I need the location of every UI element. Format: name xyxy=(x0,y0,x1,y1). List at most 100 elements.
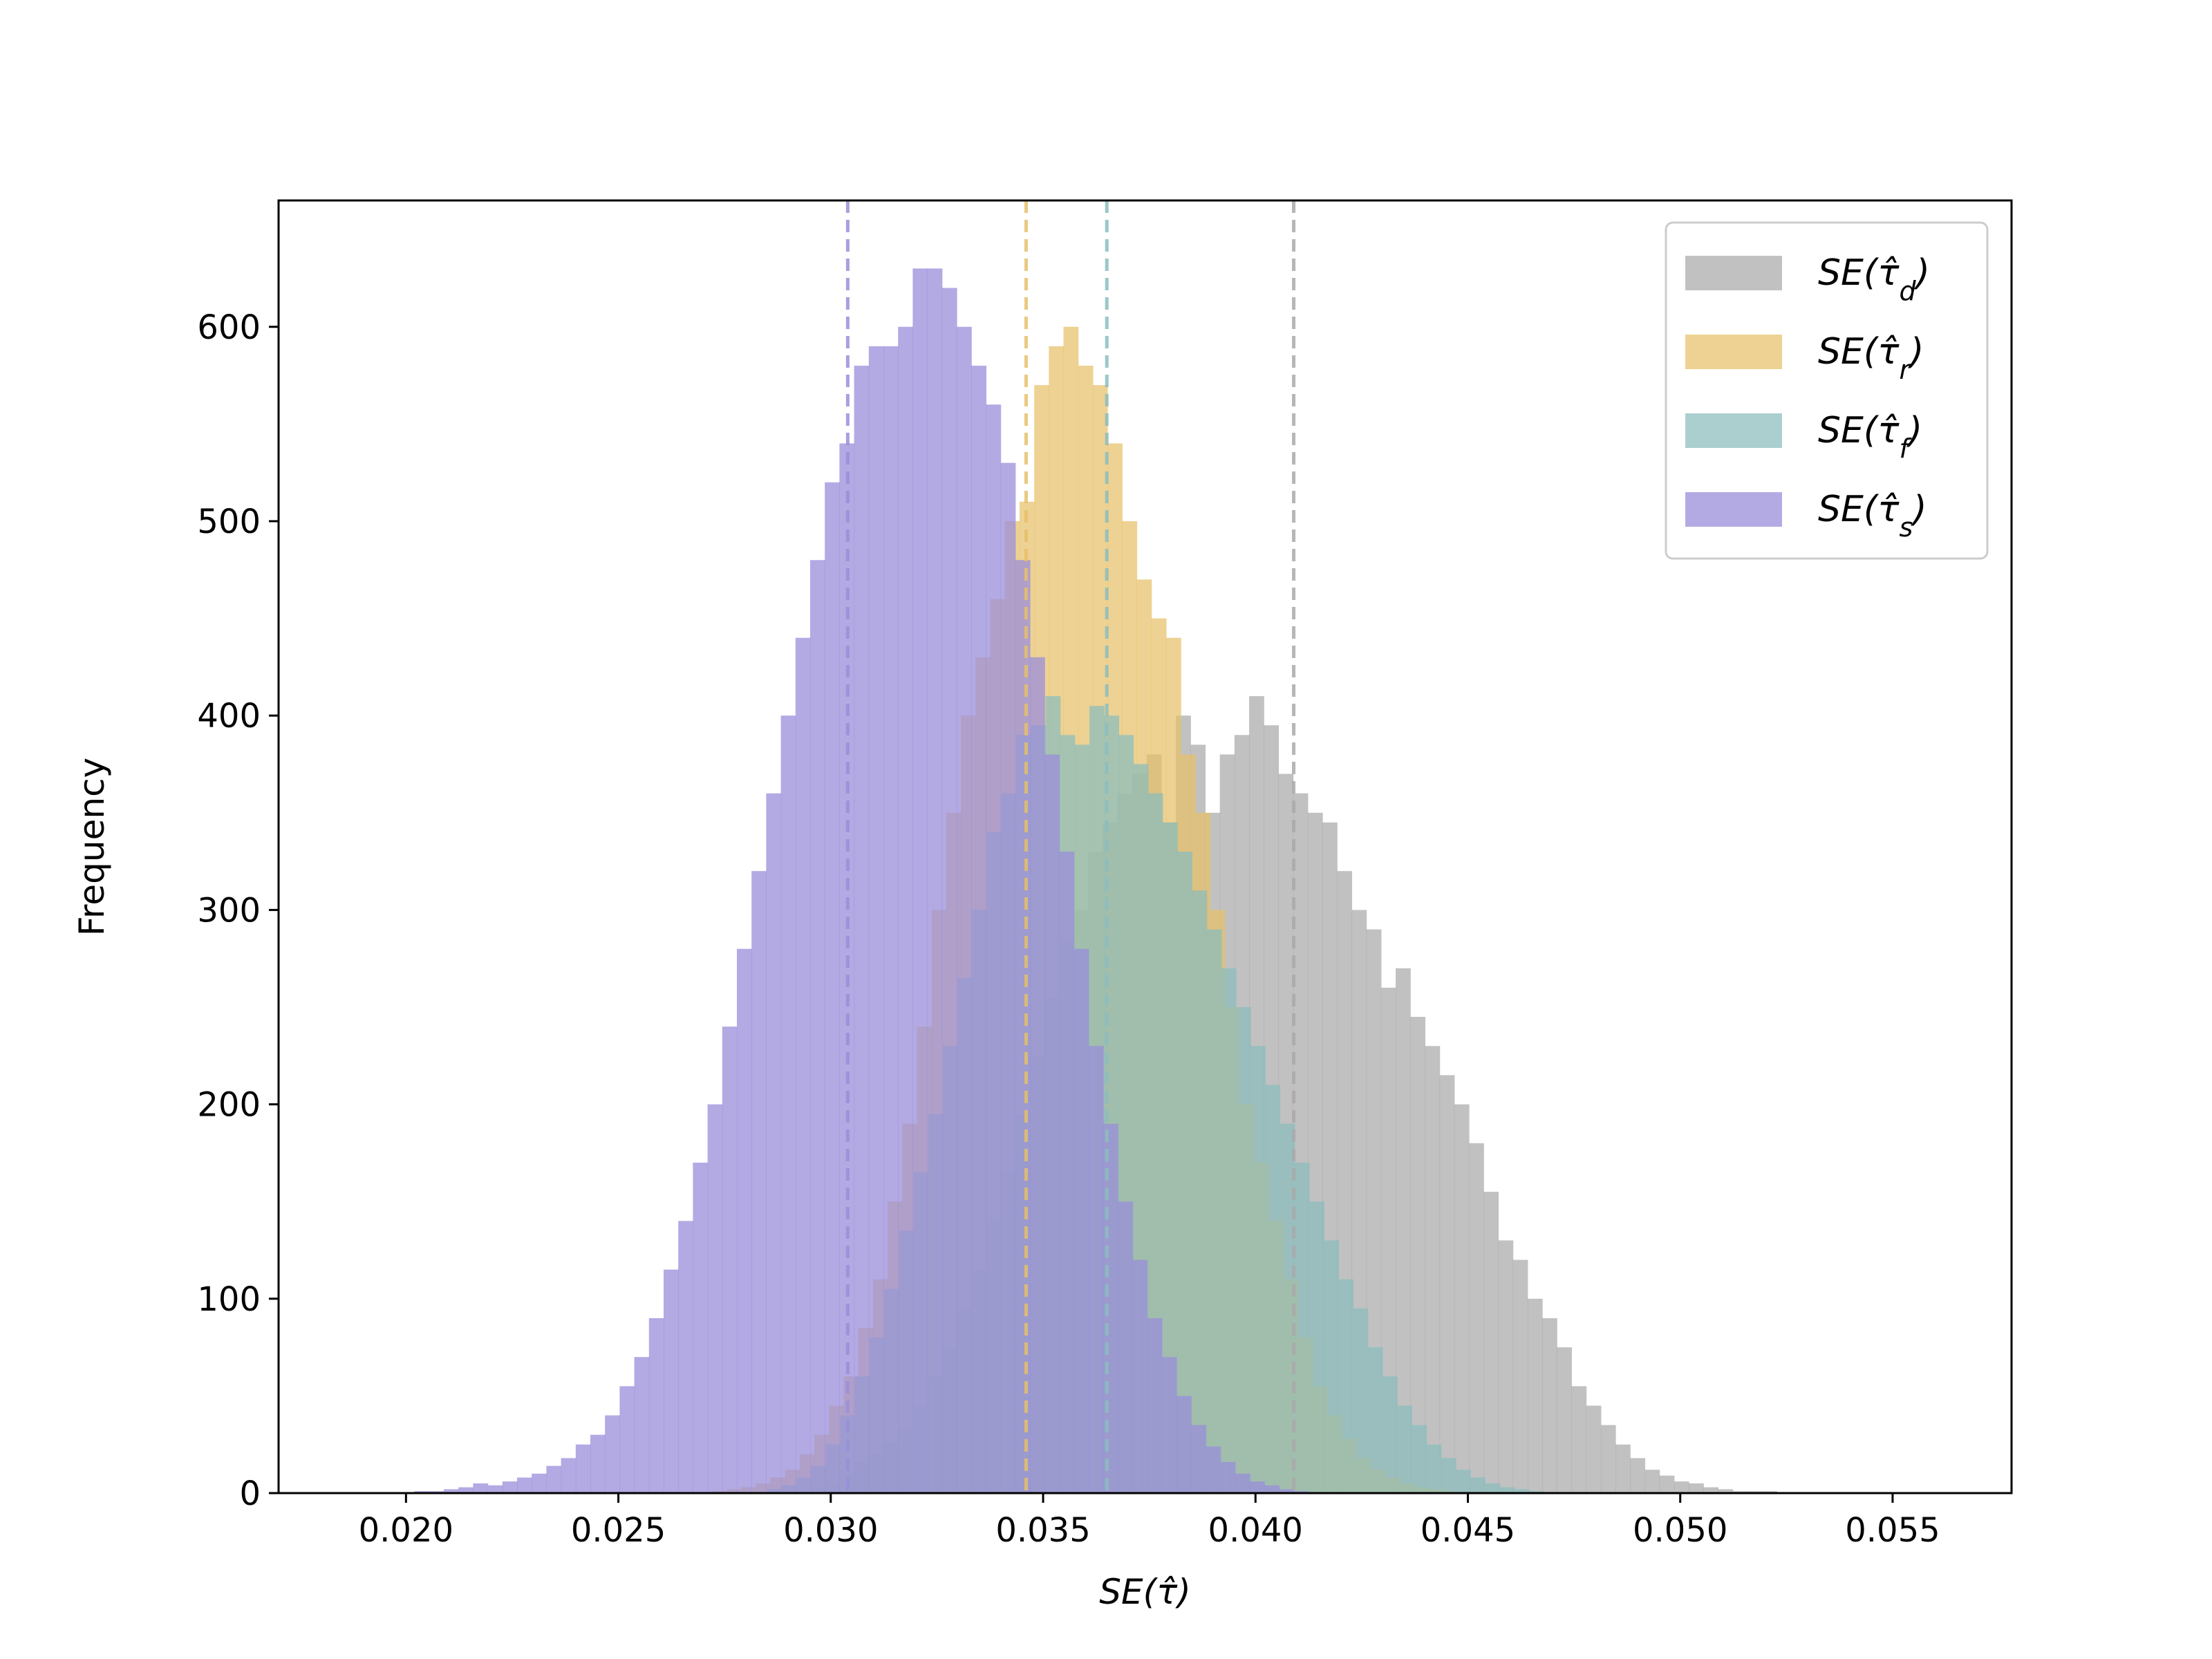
y-axis-label: Frequency xyxy=(72,758,112,936)
histogram-bar xyxy=(1206,1446,1221,1493)
histogram-bar xyxy=(1514,1489,1530,1493)
histogram-bar xyxy=(1600,1425,1616,1493)
histogram-bar xyxy=(971,366,986,1493)
bars-layer xyxy=(414,268,1777,1494)
histogram-bar xyxy=(1410,1017,1426,1493)
histogram-bar xyxy=(1338,1279,1354,1493)
histogram-bar xyxy=(883,346,899,1493)
histogram-bar xyxy=(1074,948,1089,1493)
legend-box xyxy=(1665,221,1989,560)
x-tick-label: 0.050 xyxy=(1633,1511,1727,1550)
histogram-bar xyxy=(619,1386,635,1493)
histogram-bar xyxy=(868,346,884,1493)
legend-item-r: SE(τ̂r) xyxy=(1685,331,1924,385)
histogram-bar xyxy=(1542,1318,1557,1493)
legend-label: SE(τ̂d) xyxy=(1818,252,1930,306)
histogram-bar xyxy=(1088,1046,1104,1493)
histogram-bar xyxy=(1557,1347,1573,1493)
histogram-bar xyxy=(707,1104,723,1493)
histogram-bar xyxy=(1367,1347,1383,1493)
histogram-bar xyxy=(546,1465,562,1493)
histogram-bar xyxy=(1512,1259,1528,1493)
histogram-bar xyxy=(561,1458,577,1493)
histogram-bar xyxy=(532,1473,547,1493)
histogram-bar xyxy=(1454,1104,1470,1493)
histogram-bar xyxy=(444,1489,459,1493)
histogram-bar xyxy=(1470,1477,1485,1493)
legend-swatch xyxy=(1685,413,1782,448)
histogram-bar xyxy=(1630,1458,1646,1493)
histogram-bar xyxy=(1221,968,1237,1493)
y-tick-label: 200 xyxy=(197,1086,261,1125)
histogram-bar xyxy=(1527,1298,1543,1493)
histogram-bar xyxy=(1147,793,1163,1493)
histogram-bar xyxy=(1177,852,1192,1493)
legend-item-f: SE(τ̂f) xyxy=(1685,410,1922,464)
y-tick-label: 100 xyxy=(197,1280,261,1319)
x-axis-label: SE(τ̂) xyxy=(1099,1572,1190,1612)
histogram-bar xyxy=(1220,1462,1236,1493)
histogram-bar xyxy=(1380,987,1396,1493)
histogram-bar xyxy=(605,1415,621,1493)
y-tick-label: 600 xyxy=(197,308,261,347)
histogram-bar xyxy=(1309,1201,1324,1493)
histogram-bar xyxy=(1498,1240,1514,1493)
histogram-bar xyxy=(1396,968,1411,1493)
histogram-bar xyxy=(487,1485,503,1493)
histogram-bar xyxy=(1499,1487,1515,1493)
histogram-bar xyxy=(1615,1444,1631,1493)
histogram-bar xyxy=(1397,1405,1412,1493)
histogram-bar xyxy=(678,1221,694,1493)
histogram-bar xyxy=(912,268,928,1493)
histogram-bar xyxy=(1425,1046,1441,1493)
histogram-bar xyxy=(1441,1458,1456,1493)
histogram-bar xyxy=(1586,1405,1602,1493)
legend-label: SE(τ̂r) xyxy=(1818,331,1924,385)
series-s-bars xyxy=(414,268,1309,1494)
histogram-bar xyxy=(1176,1396,1192,1493)
x-axis: 0.020 0.025 0.030 0.035 0.040 0.045 0.050 0.055 xyxy=(359,1493,1940,1550)
histogram-bar xyxy=(1571,1386,1587,1493)
histogram-bar xyxy=(1118,1201,1133,1493)
histogram-bar xyxy=(986,404,1002,1493)
legend-swatch xyxy=(1685,335,1782,369)
histogram-bar xyxy=(795,637,811,1494)
histogram-bar xyxy=(766,793,782,1493)
histogram-bar xyxy=(1439,1075,1455,1493)
histogram-bar xyxy=(1294,1162,1310,1493)
x-tick-label: 0.055 xyxy=(1845,1511,1940,1550)
legend-swatch xyxy=(1685,256,1782,290)
histogram-bar xyxy=(1324,1240,1339,1493)
histogram-bar xyxy=(1703,1487,1719,1493)
histogram-bar xyxy=(1264,1485,1280,1493)
histogram-bar xyxy=(590,1434,606,1493)
histogram-bar xyxy=(780,715,796,1493)
histogram-bar xyxy=(839,443,855,1493)
histogram-bar xyxy=(648,1318,664,1493)
histogram-bar xyxy=(1161,1357,1177,1493)
histogram-bar xyxy=(941,288,957,1493)
histogram-bar xyxy=(1132,1259,1148,1493)
histogram-bar xyxy=(1206,929,1222,1493)
histogram-bar xyxy=(1044,754,1060,1493)
histogram-bar xyxy=(1353,1308,1369,1493)
histogram-bar xyxy=(1382,1376,1398,1493)
legend: SE(τ̂d) SE(τ̂r) SE(τ̂f) SE(τ̂s) xyxy=(1665,221,1989,560)
histogram-bar xyxy=(1235,1006,1251,1493)
histogram-bar xyxy=(1265,1085,1281,1493)
y-tick-label: 400 xyxy=(197,697,261,735)
histogram-bar xyxy=(722,1027,738,1493)
histogram-bar xyxy=(751,871,767,1493)
x-tick-label: 0.030 xyxy=(783,1511,878,1550)
histogram-bar xyxy=(634,1357,650,1493)
histogram-bar xyxy=(1192,890,1208,1493)
legend-label: SE(τ̂s) xyxy=(1818,489,1927,543)
histogram-bar xyxy=(1644,1470,1660,1493)
histogram-bar xyxy=(1191,1425,1206,1493)
legend-item-d: SE(τ̂d) xyxy=(1685,252,1930,306)
histogram-bar xyxy=(1689,1483,1704,1493)
y-tick-label: 500 xyxy=(197,503,261,541)
histogram-bar xyxy=(575,1444,591,1493)
y-tick-label: 0 xyxy=(239,1474,261,1513)
